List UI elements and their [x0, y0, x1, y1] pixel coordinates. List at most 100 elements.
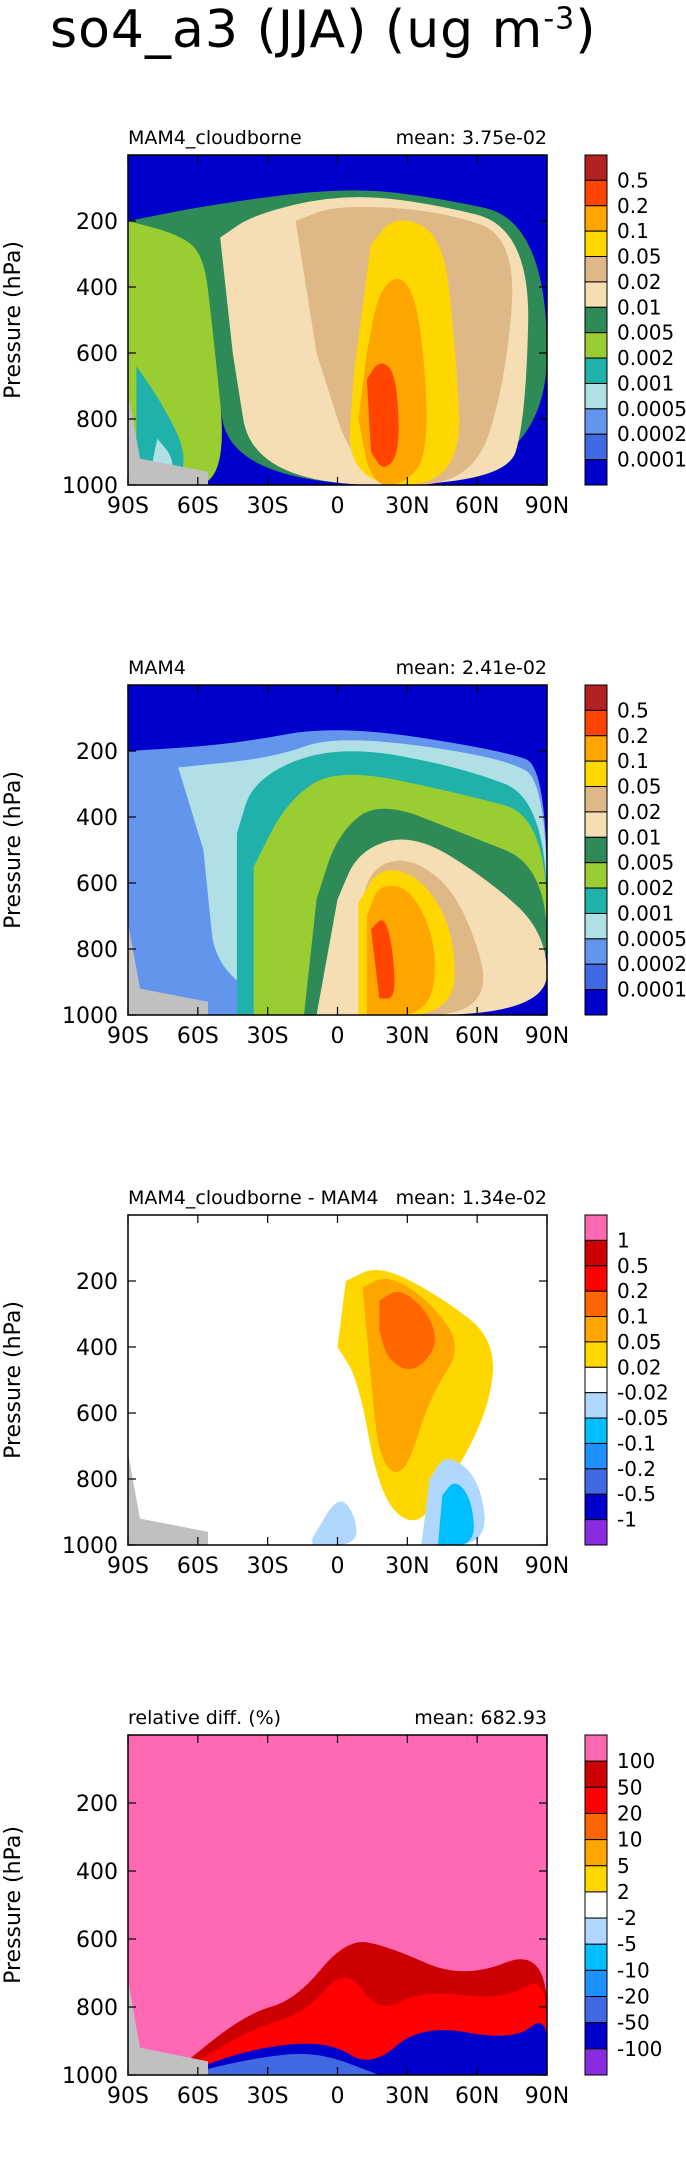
- colorbar-label: 0.02: [617, 270, 662, 294]
- x-tick-label: 60N: [455, 1024, 499, 1049]
- colorbar-label: 0.1: [617, 749, 649, 773]
- colorbar-label: 0.005: [617, 851, 674, 875]
- colorbar-swatch: [584, 1341, 608, 1368]
- colorbar-swatch: [584, 811, 608, 838]
- chart-panel-cloudborne: MAM4_cloudborne mean: 3.75e-02 90S 60S 30S 0 3…: [1, 127, 686, 519]
- colorbar-swatch: [584, 1265, 608, 1292]
- colorbar-swatch: [584, 1969, 608, 1998]
- panel-title: relative diff. (%): [128, 1707, 281, 1729]
- colorbar-swatch: [584, 1519, 608, 1546]
- colorbar-label: 2: [617, 1880, 630, 1904]
- x-tick-label: 90S: [107, 1024, 149, 1049]
- colorbar-label: 0.5: [617, 698, 649, 722]
- x-tick-label: 60S: [177, 494, 219, 519]
- colorbar-label: 0.1: [617, 219, 649, 243]
- panel-mean: mean: 3.75e-02: [396, 127, 547, 149]
- x-tick-label: 60S: [177, 1024, 219, 1049]
- y-tick-label: 800: [76, 1996, 118, 2021]
- colorbar-label: 1: [617, 1228, 630, 1252]
- figure-title-exponent: -3: [543, 1, 576, 37]
- contour-neg0.05: [438, 1483, 474, 1545]
- colorbar-label: 0.02: [617, 1355, 662, 1379]
- chart-panel-difference: MAM4_cloudborne - MAM4 mean: 1.34e-02 90S 6…: [1, 1187, 669, 1579]
- colorbar-swatch: [584, 912, 608, 940]
- x-tick-label: 90N: [525, 494, 569, 519]
- y-tick-label: 200: [76, 210, 118, 235]
- colorbar-label: 0.5: [617, 1254, 649, 1278]
- contour-neg20: [182, 2053, 380, 2075]
- colorbar-label: 10: [617, 1828, 642, 1852]
- x-tick-label: 60S: [177, 1554, 219, 1579]
- contour-layer: [128, 1270, 494, 1545]
- colorbar-label: 50: [617, 1775, 642, 1799]
- colorbar-label: 0.001: [617, 901, 674, 925]
- colorbar-label: 100: [617, 1749, 655, 1773]
- contour-0.2: [366, 363, 399, 467]
- figure-title: so4_a3 (JJA) (ug m-3): [50, 0, 597, 60]
- colorbar-swatch: [584, 1442, 608, 1470]
- contour-layer: [128, 155, 547, 485]
- panel-title: MAM4_cloudborne: [128, 127, 302, 149]
- colorbar-swatch: [584, 205, 608, 232]
- colorbar-swatch: [584, 1493, 608, 1521]
- colorbar-label: 0.01: [617, 825, 662, 849]
- colorbar-label: -0.1: [617, 1431, 656, 1455]
- colorbar-swatch: [584, 2022, 608, 2050]
- missing-data-region: [128, 1452, 208, 1545]
- y-tick-label: 800: [76, 408, 118, 433]
- colorbar-swatch: [584, 1996, 608, 2024]
- colorbar-swatch: [584, 786, 608, 813]
- colorbar-label: 20: [617, 1801, 642, 1825]
- x-tick-label: 60N: [455, 2084, 499, 2109]
- colorbar-swatch: [584, 1214, 608, 1241]
- x-tick-label: 90N: [525, 1024, 569, 1049]
- colorbar-swatch: [584, 179, 608, 207]
- colorbar-swatch: [584, 862, 608, 889]
- colorbar-swatch: [584, 1734, 608, 1762]
- colorbar-swatch: [584, 332, 608, 359]
- colorbar-swatch: [584, 1417, 608, 1444]
- y-tick-label: 400: [76, 1860, 118, 1885]
- y-tick-label: 400: [76, 806, 118, 831]
- colorbar-swatch: [584, 887, 608, 914]
- x-tick-label: 30N: [385, 494, 429, 519]
- y-tick-label: 200: [76, 740, 118, 765]
- colorbar-label: 0.0005: [617, 927, 686, 951]
- x-tick-label: 30N: [385, 1554, 429, 1579]
- colorbar-swatch: [584, 459, 608, 486]
- colorbar-label: -10: [617, 1958, 650, 1982]
- contour-neg0.02-south: [312, 1501, 357, 1545]
- colorbar-swatch: [584, 154, 608, 181]
- colorbar-label: -2: [617, 1906, 637, 1930]
- contour-0.2: [371, 920, 395, 999]
- colorbar-swatch: [584, 433, 608, 461]
- colorbar-swatch: [584, 735, 608, 762]
- colorbar-swatch: [584, 230, 608, 258]
- colorbar-swatch: [584, 1290, 608, 1318]
- colorbar-label: -0.05: [617, 1406, 669, 1430]
- colorbar-swatch: [584, 382, 608, 410]
- colorbar-label: -0.02: [617, 1381, 669, 1405]
- panel-mean: mean: 2.41e-02: [396, 657, 547, 679]
- y-tick-label: 600: [76, 872, 118, 897]
- colorbar-label: -0.2: [617, 1457, 656, 1481]
- colorbar-swatch: [584, 989, 608, 1016]
- colorbar-swatch: [584, 357, 608, 384]
- colorbar-label: 0.1: [617, 1305, 649, 1329]
- y-tick-label: 400: [76, 1336, 118, 1361]
- y-tick-label: 1000: [62, 474, 118, 499]
- colorbar-label: 0.001: [617, 371, 674, 395]
- colorbar-label: 0.0005: [617, 397, 686, 421]
- missing-data-region: [128, 922, 208, 1015]
- colorbar-swatch: [584, 836, 608, 864]
- colorbar-swatch: [584, 1239, 608, 1267]
- y-tick-label: 1000: [62, 1534, 118, 1559]
- colorbar-swatch: [584, 1839, 608, 1867]
- colorbar-label: -5: [617, 1932, 637, 1956]
- missing-data-region: [128, 1979, 208, 2075]
- colorbar-label: 0.0001: [617, 978, 686, 1002]
- figure-title-main: so4_a3 (JJA) (ug m: [50, 0, 544, 60]
- y-axis-label: Pressure (hPa): [1, 1826, 26, 1984]
- contour-layer: [128, 685, 547, 1015]
- colorbar-swatch: [584, 256, 608, 283]
